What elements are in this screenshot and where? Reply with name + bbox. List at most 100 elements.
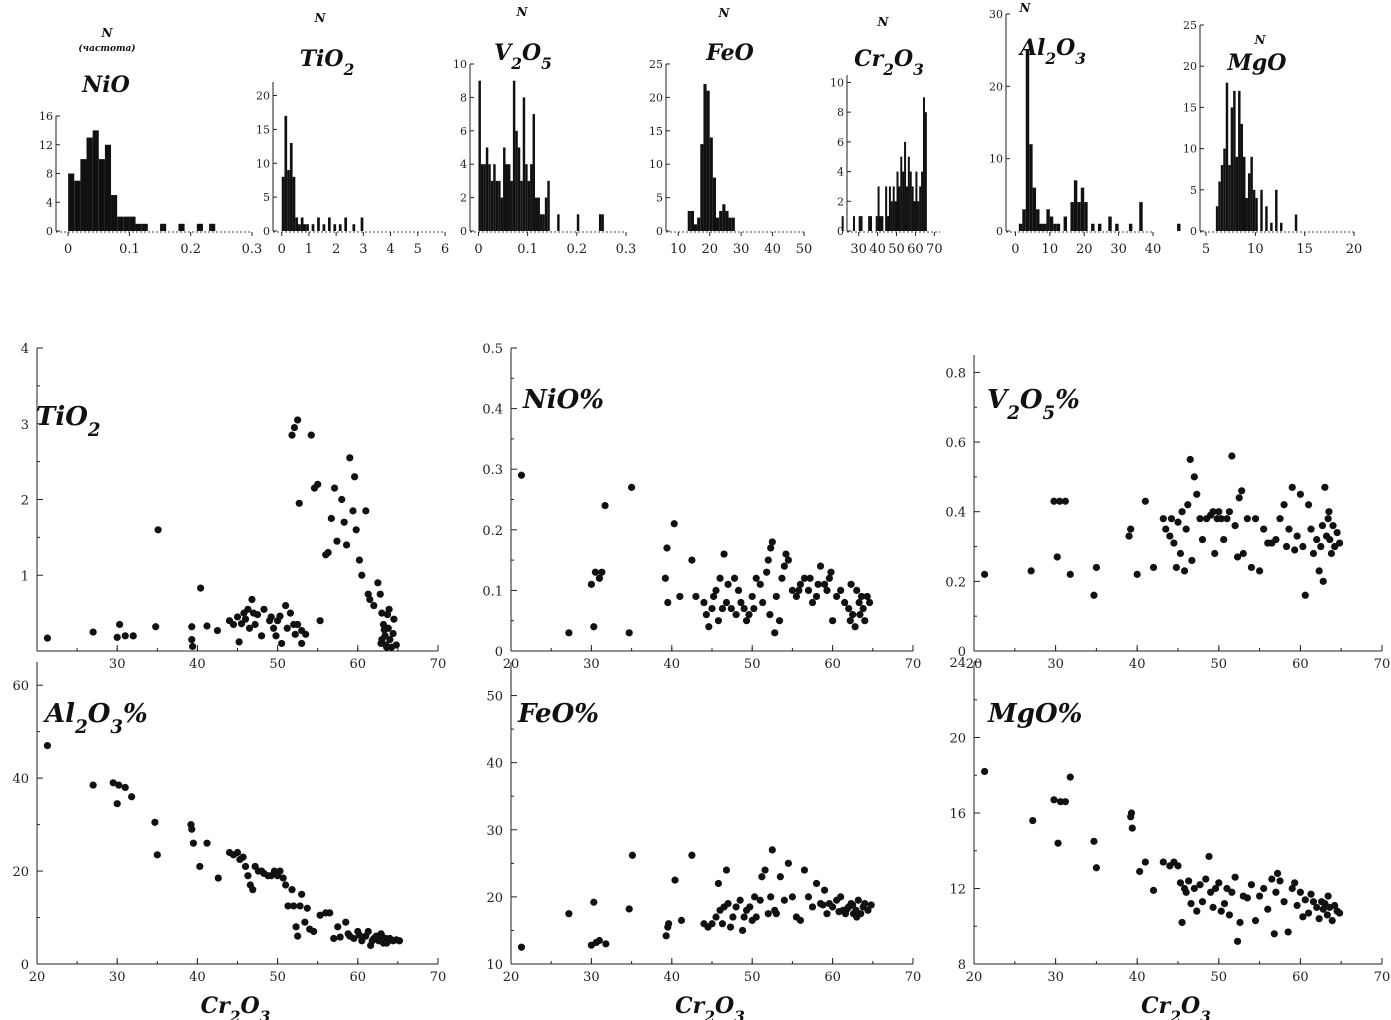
scatter-point [378, 609, 386, 617]
scatter-point [1309, 898, 1318, 906]
scatter-point [1236, 918, 1244, 927]
scatter-point [290, 423, 299, 432]
scatter-y-tick-label: 0.4 [482, 403, 503, 418]
scatter-point [129, 632, 137, 640]
scatter-point [766, 611, 774, 619]
scatter-point [1335, 539, 1344, 547]
scatter-point [1327, 549, 1336, 558]
histogram-bar [1128, 223, 1133, 231]
scatter-panel-title: Al2O3% [42, 699, 148, 738]
histogram-bar [493, 164, 496, 231]
scatter-point [383, 939, 391, 947]
histogram-bar [86, 137, 93, 231]
scatter-point [1233, 937, 1242, 945]
scatter-point [233, 848, 242, 857]
histogram-bar [1049, 216, 1054, 231]
scatter-point [843, 905, 851, 913]
scatter-point [714, 879, 723, 888]
histogram-bar [289, 142, 293, 231]
scatter-point [377, 639, 385, 648]
scatter-point [1223, 884, 1231, 893]
scatter-y-tick-label: 40 [12, 772, 29, 787]
scatter-point [1268, 875, 1276, 883]
scatter-point [1228, 452, 1236, 460]
histogram-bar [703, 84, 707, 231]
scatter-point [1326, 535, 1334, 544]
scatter-point [1225, 508, 1234, 516]
scatter-y-tick-label: 20 [486, 891, 503, 906]
histogram-bar [338, 224, 342, 231]
scatter-point [565, 910, 573, 918]
histogram-bar [1228, 165, 1231, 231]
scatter-point [248, 595, 256, 604]
scatter-point [724, 900, 732, 908]
scatter-point [316, 617, 324, 625]
histogram-bar [490, 180, 494, 231]
histogram-bar [123, 216, 130, 231]
scatter-point [664, 598, 672, 607]
scatter-point [380, 626, 388, 634]
scatter-point [269, 624, 278, 632]
hist-x-tick-label: 0.1 [517, 242, 538, 257]
scatter-point [1029, 816, 1037, 825]
histogram-bar [495, 180, 499, 231]
hist-x-tick-label: 2 [332, 242, 340, 257]
scatter-x-tick-label: 20 [966, 970, 983, 985]
scatter-point [302, 630, 310, 638]
scatter-point [1211, 549, 1219, 558]
histogram-bar [885, 186, 888, 231]
hist-x-tick-label: 10 [1042, 242, 1059, 257]
scatter-point [1202, 875, 1210, 883]
scatter-point [590, 623, 598, 631]
scatter-point [1136, 867, 1144, 876]
scatter-point [847, 580, 855, 588]
scatter-point [113, 633, 121, 641]
hist-x-tick-label: 0 [278, 242, 286, 257]
scatter-point [298, 639, 306, 648]
scatter-point [279, 874, 287, 882]
scatter-point [203, 622, 211, 630]
scatter-point [671, 876, 679, 884]
scatter-point [708, 604, 716, 613]
scatter-point [722, 866, 731, 874]
scatter-y-tick-label: 0.2 [482, 524, 503, 539]
scatter-point [1133, 570, 1141, 578]
scatter-point [1270, 930, 1278, 938]
histogram-bar [890, 201, 893, 231]
histogram-bar [841, 216, 844, 231]
scatter-point [121, 783, 129, 792]
scatter-point [1211, 884, 1220, 893]
hist-y-tick-label: 20 [989, 80, 1003, 93]
scatter-point [718, 604, 727, 613]
histogram-bar [1115, 223, 1119, 231]
scatter-point [188, 623, 196, 631]
scatter-point [722, 598, 731, 607]
hist-x-tick-label: 0 [474, 242, 482, 257]
scatter-point [1301, 591, 1309, 599]
histogram-bar [722, 204, 726, 231]
scatter-point [1066, 773, 1074, 781]
frequency-axis-label: N [1254, 33, 1267, 47]
scatter-x-tick-label: 40 [189, 970, 206, 985]
scatter-x-tick-label: 50 [1211, 970, 1228, 985]
scatter-point [729, 913, 737, 921]
scatter-x-tick-label: 40 [664, 970, 681, 985]
scatter-point [43, 634, 52, 642]
scatter-point [1198, 898, 1207, 906]
scatter-point [154, 526, 162, 534]
scatter-point [795, 586, 803, 595]
scatter-point [1291, 546, 1299, 554]
scatter-point [867, 901, 875, 909]
scatter-point [1239, 549, 1247, 558]
scatter-point [664, 920, 673, 928]
hist-y-tick-label: 6 [460, 125, 467, 138]
scatter-point [1317, 542, 1325, 551]
scatter-point [214, 874, 222, 882]
scatter-point [374, 579, 382, 587]
scatter-point [758, 873, 766, 881]
scatter-point [344, 930, 352, 938]
scatter-point [310, 927, 318, 936]
scatter-point [1141, 858, 1149, 866]
scatter-point [376, 590, 384, 598]
